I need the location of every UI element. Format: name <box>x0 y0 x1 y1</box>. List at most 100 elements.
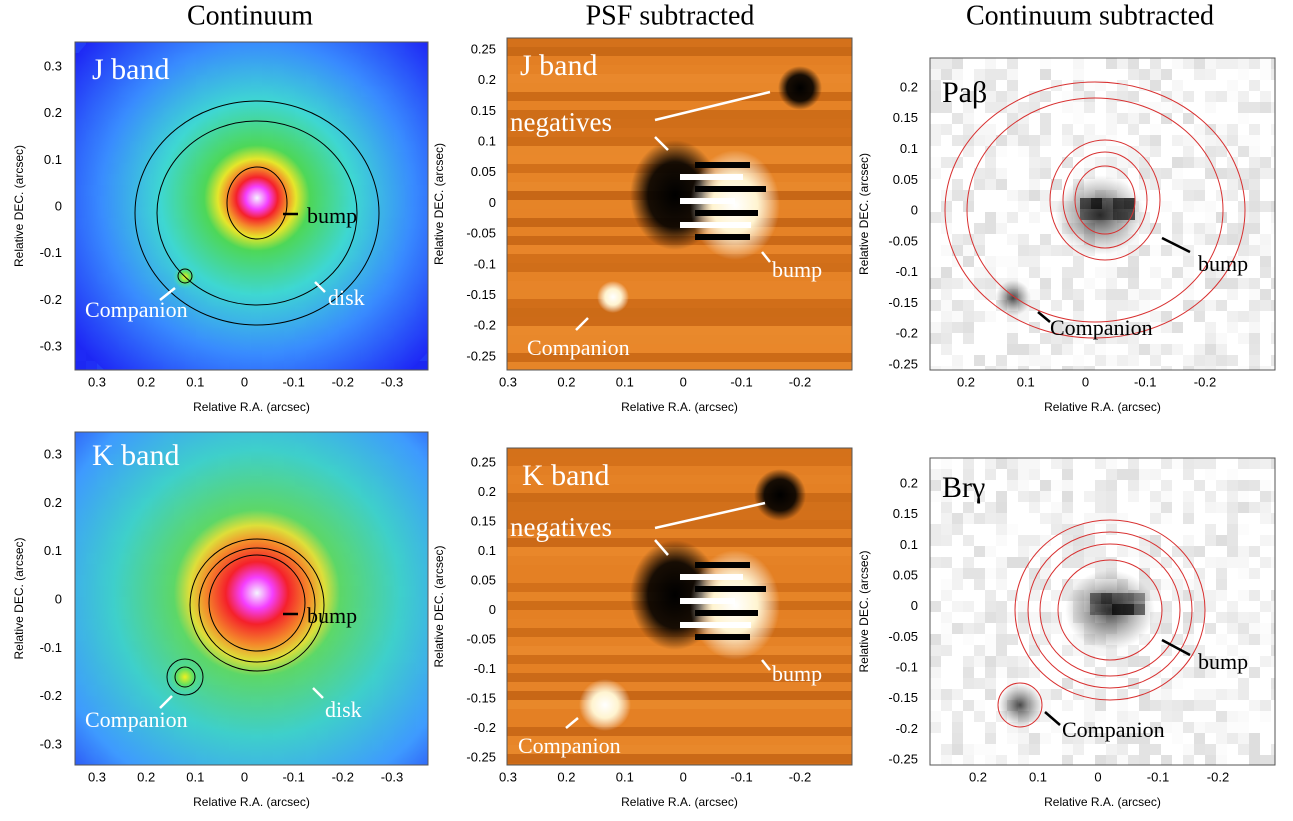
pixel <box>1161 623 1172 634</box>
pixel <box>1007 256 1018 267</box>
pixel <box>1073 355 1084 366</box>
pixel <box>427 498 438 509</box>
pixel <box>1183 645 1194 656</box>
x-tick-label: 0.3 <box>499 374 517 389</box>
pixel <box>996 535 1007 546</box>
pixel <box>1227 711 1238 722</box>
x-tick-label: -0.1 <box>282 374 304 389</box>
pixel <box>1227 135 1238 146</box>
pixel <box>1205 355 1216 366</box>
pixel <box>1271 168 1275 179</box>
y-tick-label: -0.2 <box>896 721 918 736</box>
pixel <box>1205 667 1216 678</box>
residual-stripe <box>695 210 758 216</box>
leader-line <box>654 539 669 556</box>
pixel <box>1007 113 1018 124</box>
pixel <box>1124 209 1135 220</box>
pixel <box>1216 744 1227 755</box>
pixel <box>952 601 963 612</box>
pixel <box>1238 623 1249 634</box>
pixel <box>1271 201 1275 212</box>
pixel <box>1161 102 1172 113</box>
panel-image <box>75 432 438 765</box>
pixel <box>1007 733 1018 744</box>
pixel <box>1102 198 1113 209</box>
pixel <box>1194 223 1205 234</box>
pixel <box>1194 190 1205 201</box>
pixel <box>1106 491 1117 502</box>
pixel <box>1150 344 1161 355</box>
pixel <box>930 535 941 546</box>
leader-line <box>565 717 579 729</box>
pixel <box>930 667 941 678</box>
pixel <box>1128 722 1139 733</box>
pixel <box>1128 91 1139 102</box>
pixel <box>974 513 985 524</box>
pixel <box>1205 689 1216 700</box>
pixel <box>1161 344 1172 355</box>
pixel <box>1007 80 1018 91</box>
pixel <box>974 491 985 502</box>
pixel <box>1073 91 1084 102</box>
pixel <box>985 179 996 190</box>
pixel <box>1150 535 1161 546</box>
pixel <box>985 168 996 179</box>
pixel <box>1084 557 1095 568</box>
pixel <box>1183 546 1194 557</box>
stripe <box>507 362 852 370</box>
frame <box>929 457 1276 766</box>
pixel <box>1238 733 1249 744</box>
pixel <box>1205 557 1216 568</box>
pixel <box>1139 700 1150 711</box>
pixel <box>1128 678 1139 689</box>
pixel <box>1238 689 1249 700</box>
pixel <box>1007 524 1018 535</box>
pixel <box>1161 322 1172 333</box>
pixel <box>996 623 1007 634</box>
pixel <box>1106 113 1117 124</box>
pixel <box>996 146 1007 157</box>
pixel <box>1040 355 1051 366</box>
pixel <box>1073 102 1084 113</box>
pixel <box>996 458 1007 469</box>
pixel <box>930 58 941 69</box>
pixel <box>1260 245 1271 256</box>
pixel <box>1007 212 1018 223</box>
pixel <box>1073 322 1084 333</box>
pixel <box>1150 135 1161 146</box>
pixel <box>1073 245 1084 256</box>
pixel <box>1029 733 1040 744</box>
y-tick-label: 0.1 <box>44 152 62 167</box>
pixel <box>1161 491 1172 502</box>
pixel <box>974 645 985 656</box>
x-tick-label: 0 <box>680 769 687 784</box>
pixel <box>427 674 428 685</box>
pixel <box>1216 535 1227 546</box>
pixel <box>1007 458 1018 469</box>
pixel <box>1260 69 1271 80</box>
pixel <box>985 366 996 370</box>
pixel <box>1029 146 1040 157</box>
pixel <box>1117 711 1128 722</box>
pixel <box>930 678 941 689</box>
pixel <box>1062 278 1073 289</box>
pixel <box>1018 256 1029 267</box>
column-title: Continuum subtracted <box>966 0 1214 31</box>
pixel <box>1128 58 1139 69</box>
pixel <box>974 355 985 366</box>
stripe <box>507 344 852 353</box>
pixel <box>930 557 941 568</box>
pixel <box>1029 667 1040 678</box>
pixel <box>941 535 952 546</box>
pixel <box>952 722 963 733</box>
pixel <box>1007 612 1018 623</box>
pixel <box>974 135 985 146</box>
pixel <box>974 311 985 322</box>
pixel <box>1106 469 1117 480</box>
pixel <box>1249 80 1260 91</box>
stripe <box>507 502 852 511</box>
stripe <box>507 128 852 137</box>
pixel <box>427 328 428 339</box>
pixel <box>941 689 952 700</box>
pixel <box>1194 458 1205 469</box>
